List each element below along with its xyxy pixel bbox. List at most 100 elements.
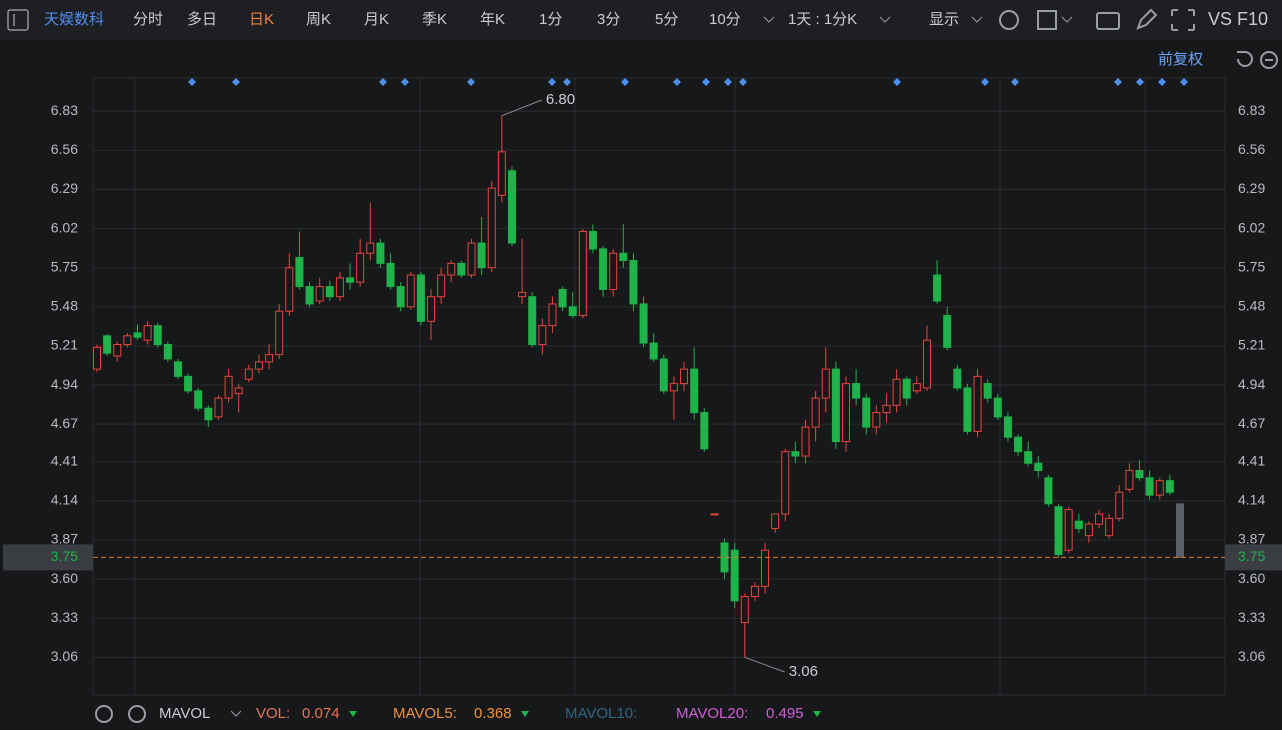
minus-icon[interactable] (1260, 51, 1278, 69)
indicator-value: 0.074 (302, 705, 340, 722)
candle-body (427, 296, 436, 322)
range-menu[interactable]: 1天 : 1分K (788, 11, 857, 28)
compare-button[interactable]: VS F10 (1208, 9, 1268, 29)
candle-body (801, 426, 810, 457)
candle-body (123, 335, 132, 345)
candle-body (285, 267, 294, 312)
period-tab[interactable]: 10分 (709, 11, 741, 28)
candle-body (184, 375, 193, 392)
settings-icon[interactable] (999, 10, 1019, 30)
candle-body (1115, 491, 1124, 519)
display-menu[interactable]: 显示 (929, 11, 959, 28)
stock-name[interactable]: 天娱数科 (44, 11, 104, 28)
indicator-label: VOL: (256, 705, 290, 722)
candle-body (902, 378, 911, 399)
event-marker (724, 78, 732, 86)
y-tick-label-right: 5.21 (1238, 337, 1265, 353)
adjust-mode[interactable]: 前复权 (1158, 50, 1203, 68)
sidebar-toggle[interactable] (7, 9, 29, 31)
candle-body (771, 513, 780, 529)
candle-body (234, 387, 243, 395)
candle-body (507, 170, 516, 244)
fullscreen-icon[interactable] (1171, 9, 1195, 31)
candle-body (831, 368, 840, 443)
candle-body (922, 339, 931, 389)
event-marker (1180, 78, 1188, 86)
candle-body (639, 303, 648, 344)
y-tick-label-right: 6.29 (1238, 180, 1265, 196)
candle-body (386, 262, 395, 288)
candle-body (1084, 523, 1093, 537)
y-tick-label-right: 5.75 (1238, 258, 1265, 274)
candle-body (467, 242, 476, 276)
candle-body (1165, 480, 1174, 493)
y-tick-label-right: 3.87 (1238, 531, 1265, 547)
candle-body (680, 368, 689, 385)
candle-body (1074, 520, 1083, 529)
period-tab[interactable]: 多日 (187, 11, 217, 28)
candle-body (497, 151, 506, 196)
candle-body (710, 513, 719, 516)
period-tab[interactable]: 日K (249, 11, 274, 28)
candle-body (1034, 462, 1043, 472)
indicator-settings[interactable] (95, 705, 113, 723)
y-tick-label: 5.48 (51, 298, 78, 314)
y-tick-label-right: 6.02 (1238, 219, 1265, 235)
candle-body (437, 274, 446, 298)
candle-body (396, 286, 405, 308)
candle-body (194, 390, 203, 409)
candle-body (93, 346, 101, 370)
event-marker (548, 78, 556, 86)
candle-body (305, 286, 314, 305)
candle-body (578, 231, 587, 317)
last-price-right: 3.75 (1238, 548, 1265, 564)
candle-body (700, 412, 709, 450)
pen-icon[interactable] (1136, 8, 1158, 30)
candle-body (1155, 480, 1164, 496)
y-tick-label: 6.56 (51, 141, 78, 157)
camera-icon[interactable] (1096, 12, 1120, 30)
period-tab[interactable]: 周K (306, 11, 331, 28)
candle-body (254, 361, 263, 370)
candle-body (1064, 509, 1073, 551)
candle-body (518, 291, 527, 298)
candle-body (841, 383, 850, 443)
period-tab[interactable]: 分时 (133, 11, 163, 28)
candle-body (791, 451, 800, 457)
y-tick-label: 5.75 (51, 258, 78, 274)
candle-body (204, 407, 213, 421)
period-tab[interactable]: 1分 (539, 11, 562, 28)
period-tab[interactable]: 3分 (597, 11, 620, 28)
candle-body (335, 277, 344, 298)
y-tick-label-right: 5.48 (1238, 298, 1265, 314)
reset-icon[interactable] (1237, 51, 1253, 67)
y-tick-label: 4.14 (51, 492, 78, 508)
draw-icon[interactable] (1037, 10, 1057, 30)
indicator-label: MAVOL20: (676, 705, 748, 722)
event-marker (1011, 78, 1019, 86)
indicator-label: MAVOL5: (393, 705, 457, 722)
y-tick-label-right: 3.06 (1238, 648, 1265, 664)
candle-body (1176, 503, 1184, 558)
y-tick-label-right: 4.67 (1238, 415, 1265, 431)
period-tab[interactable]: 月K (364, 11, 389, 28)
period-tab[interactable]: 年K (480, 11, 505, 28)
y-tick-label: 3.33 (51, 609, 78, 625)
y-tick-label-right: 6.83 (1238, 102, 1265, 118)
period-tab[interactable]: 5分 (655, 11, 678, 28)
indicator-close[interactable] (128, 705, 146, 723)
period-tab[interactable]: 季K (422, 11, 447, 28)
candle-body (750, 585, 759, 598)
candle-body (619, 252, 628, 261)
y-tick-label-right: 6.56 (1238, 141, 1265, 157)
low-label: 3.06 (789, 663, 818, 680)
y-tick-label: 4.94 (51, 376, 78, 392)
candle-body (609, 252, 618, 290)
candle-body (447, 262, 456, 276)
y-tick-label: 6.83 (51, 102, 78, 118)
indicator-name[interactable]: MAVOL (159, 705, 210, 722)
candle-body (690, 368, 699, 414)
candle-body (862, 397, 871, 428)
event-marker (702, 78, 710, 86)
candle-body (852, 383, 861, 399)
